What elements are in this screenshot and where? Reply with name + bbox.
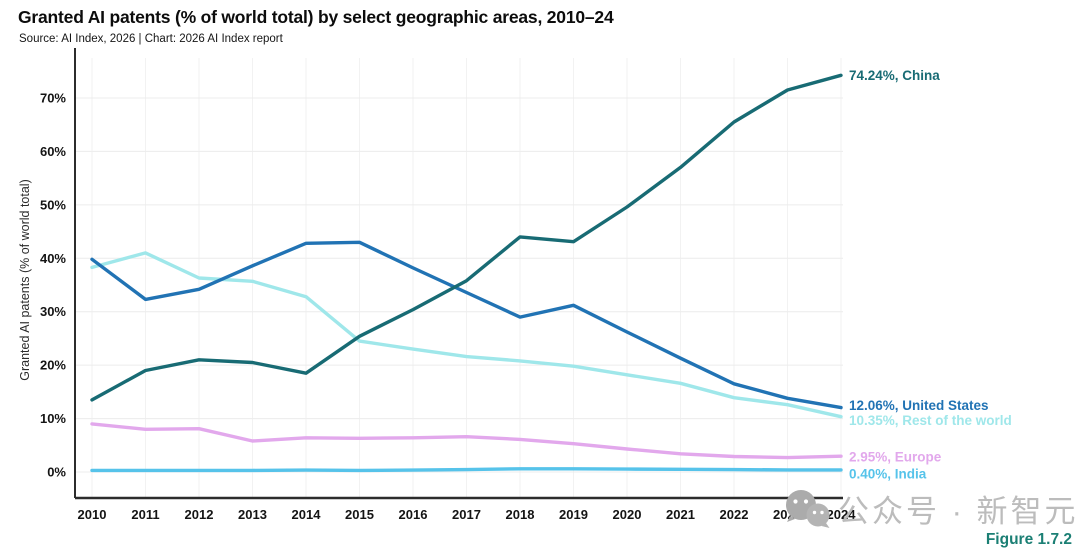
y-tick-label: 30% (40, 304, 66, 319)
x-tick-label: 2013 (238, 507, 267, 522)
figure-label: Figure 1.7.2 (985, 531, 1072, 548)
x-tick-label: 2021 (666, 507, 695, 522)
x-tick-label: 2020 (613, 507, 642, 522)
x-tick-label: 2012 (185, 507, 214, 522)
y-tick-label: 60% (40, 144, 66, 159)
x-tick-label: 2022 (720, 507, 749, 522)
x-tick-label: 2023 (773, 507, 802, 522)
y-tick-label: 0% (47, 465, 66, 480)
horizontal-gridlines (75, 97, 843, 473)
chart-title: Granted AI patents (% of world total) by… (18, 7, 614, 27)
x-tick-label: 2015 (345, 507, 374, 522)
series-end-label-china: 74.24%, China (849, 68, 940, 83)
vertical-gridlines (91, 58, 842, 498)
y-tick-labels: 0% 10% 20% 30% 40% 50% 60% 70% (40, 90, 66, 479)
series-end-label-india: 0.40%, India (849, 466, 927, 481)
x-tick-labels: 2010 2011 2012 2013 2014 2015 2016 2017 2018 2019… (78, 507, 857, 522)
x-tick-label: 2014 (292, 507, 322, 522)
x-tick-label: 2019 (559, 507, 588, 522)
series-line-china (90, 73, 843, 402)
series-end-label-rest-of-the-world: 10.35%, Rest of the world (849, 413, 1012, 428)
y-tick-label: 50% (40, 197, 66, 212)
series-line-rest-of-the-world (90, 251, 843, 419)
axes (74, 48, 843, 500)
y-tick-label: 40% (40, 251, 66, 266)
series-end-label-europe: 2.95%, Europe (849, 450, 942, 465)
x-tick-label: 2016 (399, 507, 428, 522)
series-line-united-states (90, 240, 843, 410)
chart-source: Source: AI Index, 2026 | Chart: 2026 AI … (19, 33, 283, 45)
x-tick-label: 2011 (131, 507, 159, 522)
x-tick-label: 2017 (452, 507, 481, 522)
series-end-label-united-states: 12.06%, United States (849, 398, 989, 413)
x-tick-label: 2024 (827, 507, 857, 522)
series-line-india (90, 467, 843, 473)
x-tick-label: 2018 (506, 507, 535, 522)
series-line-europe (90, 422, 843, 460)
y-tick-label: 20% (40, 358, 66, 373)
y-tick-label: 70% (40, 90, 66, 105)
x-tick-label: 2010 (78, 507, 107, 522)
y-tick-label: 10% (40, 411, 66, 426)
